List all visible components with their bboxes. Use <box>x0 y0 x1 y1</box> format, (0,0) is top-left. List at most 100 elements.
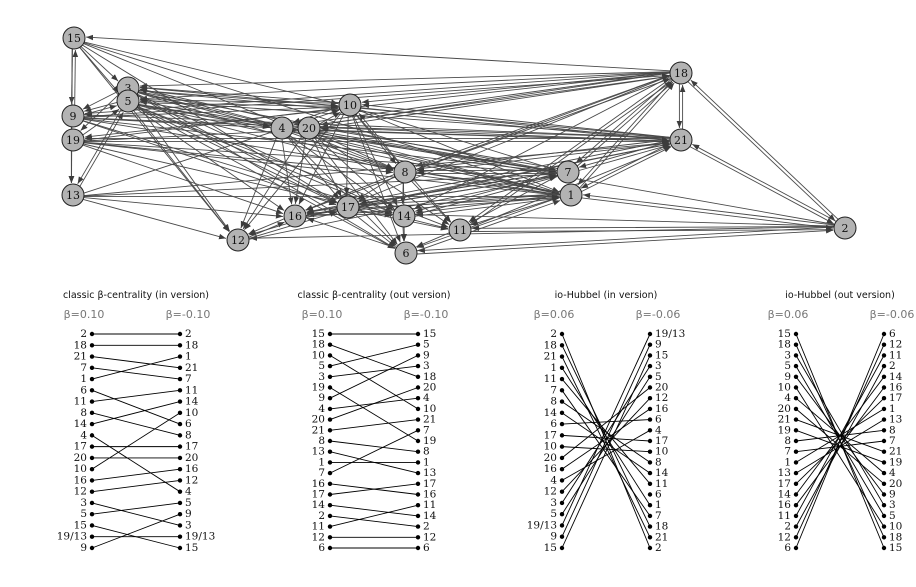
edge-18-2 <box>687 81 836 222</box>
rank-dot-left <box>559 421 565 427</box>
edge-2-11 <box>471 225 835 232</box>
node-circle <box>392 204 416 228</box>
rank-link-7 <box>329 429 419 474</box>
edge-18-16 <box>305 74 671 211</box>
rank-label-right: 20 <box>423 382 436 394</box>
node-label: 12 <box>231 234 245 247</box>
rank-dot-left <box>793 460 799 465</box>
rank-dot-left <box>89 410 95 416</box>
rank-label-left: 19/13 <box>527 519 557 531</box>
rank-link-21 <box>561 356 651 538</box>
rank-dot-right <box>647 374 653 379</box>
rank-dot-left <box>793 374 799 379</box>
edge-18-19 <box>84 72 670 140</box>
rank-dot-right <box>881 438 887 444</box>
rank-label-left: 20 <box>312 414 325 426</box>
rank-label-right: 17 <box>423 478 436 490</box>
rank-label-left: 4 <box>80 429 87 441</box>
rank-label-left: 16 <box>778 499 792 511</box>
rank-dot-left <box>327 342 333 347</box>
rank-dot-right <box>415 513 421 519</box>
beta-left-label: β=0.10 <box>302 308 343 321</box>
edge-13-7 <box>84 171 557 197</box>
rank-label-right: 5 <box>423 339 430 351</box>
rank-label-left: 13 <box>312 446 325 458</box>
rank-dot-right <box>647 460 653 465</box>
rank-label-left: 6 <box>318 542 325 554</box>
rank-label-right: 3 <box>889 499 896 511</box>
node-circle <box>61 104 85 128</box>
edge-1-17 <box>359 193 560 208</box>
rank-dot-left <box>327 438 333 444</box>
edge-1-6 <box>416 196 561 248</box>
node-circle <box>61 183 85 207</box>
rank-label-left: 21 <box>778 414 791 426</box>
rank-label-right: 16 <box>423 489 437 501</box>
rank-dot-left <box>559 523 565 528</box>
node-9: 9 <box>61 104 85 128</box>
rank-label-left: 10 <box>312 349 325 361</box>
rank-link-20 <box>329 387 419 421</box>
node-circle <box>270 116 294 140</box>
node-circle <box>116 89 140 113</box>
rank-dot-left <box>89 421 95 427</box>
rank-label-right: 9 <box>889 489 896 501</box>
edge-3-6 <box>136 94 396 249</box>
rank-label-right: 8 <box>423 446 430 458</box>
rank-dot-right <box>881 342 887 347</box>
edge-15-10 <box>84 41 339 105</box>
rank-label-left: 7 <box>784 446 791 458</box>
node-2: 2 <box>833 216 857 240</box>
rank-link-3 <box>329 365 419 378</box>
rank-dot-left <box>89 489 95 494</box>
rank-label-left: 20 <box>544 452 557 464</box>
rank-dot-right <box>647 406 653 412</box>
rank-dot-right <box>647 342 653 347</box>
rank-label-right: 1 <box>423 456 430 468</box>
edge-5-7 <box>138 103 556 174</box>
edge-18-4 <box>293 72 670 127</box>
rank-link-14 <box>561 412 651 474</box>
rank-dot-right <box>881 503 887 508</box>
node-5: 5 <box>116 89 140 113</box>
rank-dot-left <box>559 365 565 370</box>
rank-dot-right <box>177 331 183 337</box>
panel-title: io-Hubbel (out version) <box>785 290 895 301</box>
rank-dot-right <box>881 331 887 337</box>
rank-dot-right <box>177 376 183 382</box>
rank-dot-right <box>647 535 653 540</box>
rank-label-right: 10 <box>655 446 668 458</box>
edge-3-19 <box>80 94 120 131</box>
rank-link-2 <box>795 365 885 527</box>
rank-dot-right <box>415 363 421 369</box>
rank-label-left: 5 <box>318 360 325 372</box>
rank-label-right: 11 <box>185 384 198 396</box>
rank-dot-right <box>647 524 653 529</box>
rank-dot-right <box>415 449 421 454</box>
node-label: 11 <box>453 224 467 237</box>
rank-label-left: 9 <box>80 542 87 554</box>
node-circle <box>336 195 360 219</box>
rank-label-right: 7 <box>185 373 192 385</box>
rank-label-left: 15 <box>74 519 87 531</box>
rank-dot-left <box>327 535 333 540</box>
rank-label-left: 1 <box>80 373 87 385</box>
edge-3-12 <box>132 97 231 232</box>
rank-label-left: 9 <box>784 371 791 383</box>
rank-label-right: 21 <box>185 362 198 374</box>
rank-dot-left <box>89 455 95 461</box>
rank-label-left: 4 <box>550 474 557 486</box>
node-label: 5 <box>125 95 132 108</box>
rank-link-8 <box>329 440 419 453</box>
node-circle <box>297 116 321 140</box>
rank-link-4 <box>91 434 181 493</box>
rank-label-left: 12 <box>778 531 791 543</box>
edge-21-10 <box>362 102 671 138</box>
edge-9-18 <box>84 73 670 118</box>
rank-label-right: 20 <box>655 382 668 394</box>
rank-dot-right <box>647 470 653 476</box>
rank-dot-left <box>327 331 333 337</box>
rank-label-right: 11 <box>655 478 668 490</box>
rank-dot-right <box>415 470 421 476</box>
rank-label-right: 20 <box>889 478 902 490</box>
